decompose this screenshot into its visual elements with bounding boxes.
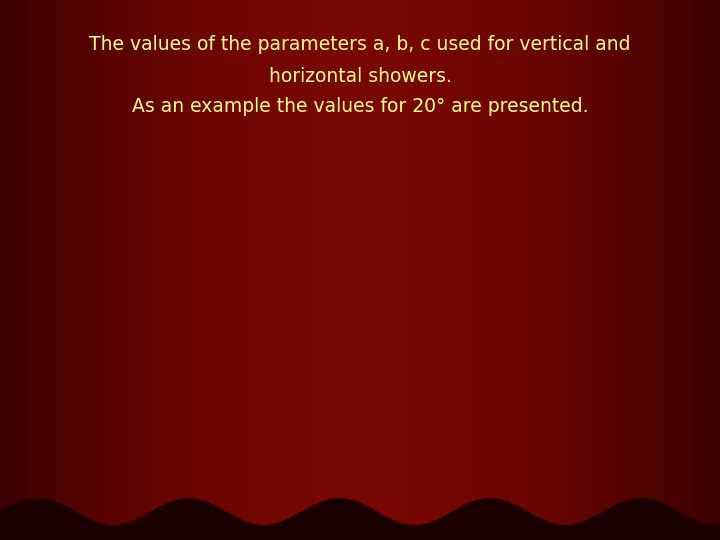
Bar	[386, 181, 487, 226]
Text: ±.002: ±.002	[292, 341, 335, 355]
Text: c: c	[535, 197, 542, 211]
Text: 20°: 20°	[163, 405, 187, 419]
Text: ±.002: ±.002	[395, 341, 436, 355]
Text: -2.5621: -2.5621	[496, 405, 549, 419]
Text: 88.5°: 88.5°	[192, 339, 246, 357]
Text: b: b	[432, 197, 441, 211]
Bar	[154, 300, 284, 375]
Bar	[284, 300, 386, 375]
Text: -.1245: -.1245	[292, 405, 337, 419]
Bar	[154, 181, 284, 226]
Text: a: a	[330, 197, 339, 211]
Bar	[487, 226, 590, 300]
Text: -2.600: -2.600	[496, 244, 541, 258]
Bar	[386, 375, 487, 449]
Text: Vertical: Vertical	[185, 237, 253, 255]
Text: Angle: Angle	[199, 197, 239, 211]
Bar	[386, 300, 487, 375]
Text: -8.60: -8.60	[496, 319, 532, 333]
Bar	[154, 226, 284, 300]
Text: -.266: -.266	[395, 244, 430, 258]
Text: horizontal showers.: horizontal showers.	[269, 68, 451, 86]
Bar	[284, 375, 386, 449]
Bar	[386, 226, 487, 300]
Text: -.2659: -.2659	[395, 405, 438, 419]
Text: ±.0005: ±.0005	[292, 266, 343, 280]
Text: ±0.01: ±0.01	[496, 341, 539, 355]
Text: The values of the parameters a, b, c used for vertical and: The values of the parameters a, b, c use…	[89, 35, 631, 54]
Text: 0°: 0°	[210, 268, 228, 283]
Bar	[284, 226, 386, 300]
Text: -.175: -.175	[292, 319, 328, 333]
Bar	[487, 181, 590, 226]
Bar	[487, 300, 590, 375]
Text: ±.002: ±.002	[395, 266, 436, 280]
Bar	[284, 181, 386, 226]
Text: -.1292: -.1292	[292, 244, 337, 258]
Bar	[154, 375, 284, 449]
Text: ±0.002: ±0.002	[496, 266, 547, 280]
Bar	[487, 375, 590, 449]
Text: As an example the values for 20° are presented.: As an example the values for 20° are pre…	[132, 97, 588, 116]
Text: +.998: +.998	[395, 319, 437, 333]
Text: Horizontal: Horizontal	[180, 311, 258, 326]
